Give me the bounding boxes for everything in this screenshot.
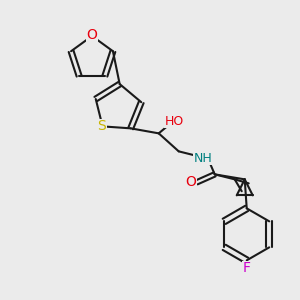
Text: NH: NH [193, 152, 212, 165]
Text: O: O [87, 28, 98, 42]
Text: F: F [243, 261, 251, 275]
Text: O: O [185, 176, 196, 189]
Text: S: S [97, 119, 106, 134]
Text: HO: HO [165, 115, 184, 128]
